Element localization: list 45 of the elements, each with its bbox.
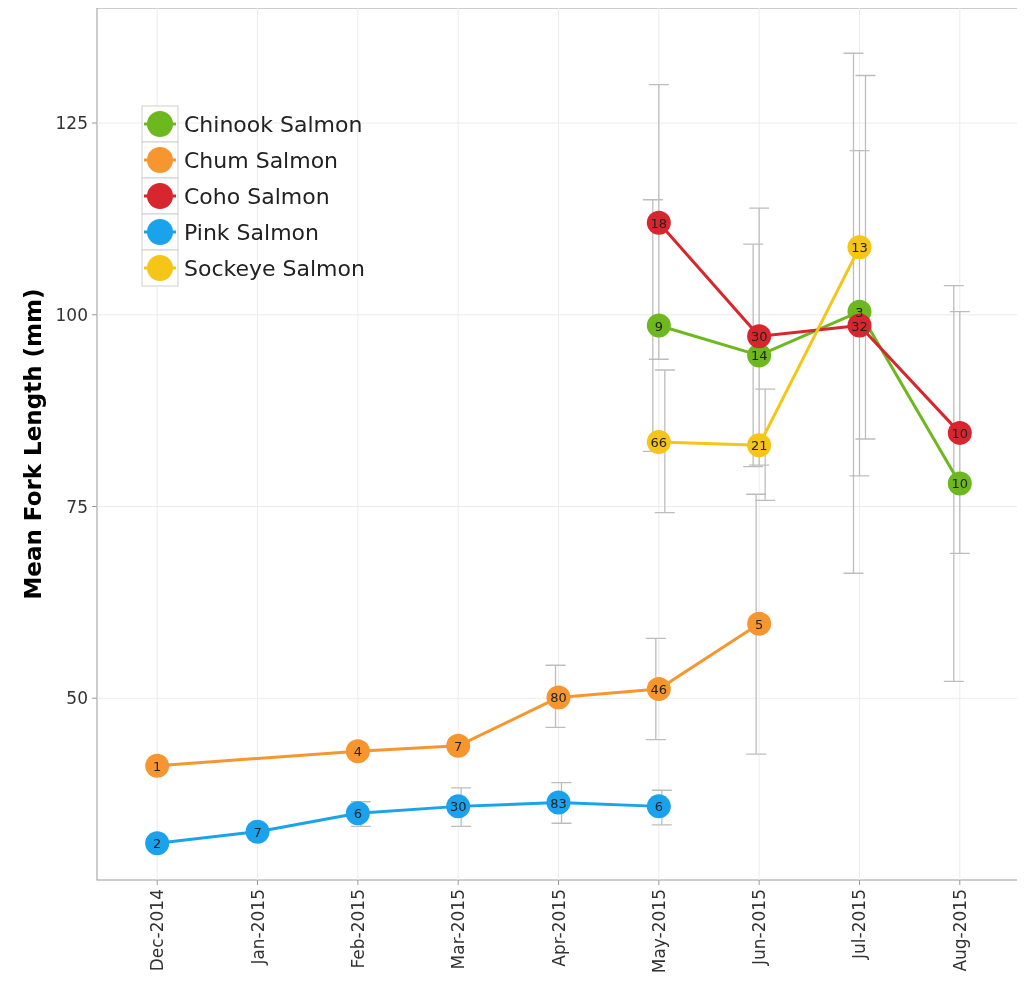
- annotation: 6: [353, 806, 362, 822]
- annotation: 1: [153, 758, 162, 774]
- y-axis-title: Mean Fork Length (mm): [20, 288, 46, 600]
- legend-label: Pink Salmon: [184, 220, 319, 245]
- legend-label: Coho Salmon: [184, 184, 330, 209]
- x-tick-label: Mar-2015: [448, 889, 469, 970]
- annotation: 66: [650, 435, 668, 451]
- annotation: 18: [650, 215, 668, 231]
- y-tick-label: 50: [66, 688, 88, 709]
- annotation: 32: [851, 318, 868, 334]
- point: [145, 753, 170, 778]
- y-tick-label: 125: [55, 113, 88, 134]
- point: [446, 733, 471, 758]
- x-tick-label: Jan-2015: [247, 889, 268, 966]
- annotation: 14: [750, 348, 768, 364]
- x-tick-label: Aug-2015: [949, 889, 970, 972]
- annotation: 9: [654, 318, 663, 334]
- y-tick-label: 75: [66, 496, 88, 517]
- annotation: 4: [353, 744, 362, 760]
- annotation: 10: [951, 476, 969, 492]
- legend-label: Chinook Salmon: [184, 112, 363, 137]
- annotation: 21: [750, 438, 768, 454]
- annotation: 5: [755, 616, 764, 632]
- legend-label: Chum Salmon: [184, 148, 339, 173]
- point: [747, 611, 772, 636]
- annotation: 2: [153, 836, 162, 852]
- annotation: 7: [253, 824, 262, 840]
- annotation: 7: [454, 738, 463, 754]
- x-tick-label: May-2015: [648, 889, 669, 974]
- y-tick-label: 100: [55, 304, 88, 325]
- annotation: 30: [449, 799, 467, 815]
- point: [145, 831, 170, 856]
- x-tick-label: Feb-2015: [347, 889, 368, 969]
- x-tick-label: Jul-2015: [849, 889, 870, 960]
- annotation: 6: [654, 799, 663, 815]
- annotation: 13: [851, 240, 868, 256]
- annotation: 80: [550, 690, 567, 706]
- x-tick-label: Dec-2014: [147, 889, 168, 972]
- legend-label: Sockeye Salmon: [184, 256, 365, 281]
- annotation: 83: [550, 795, 567, 811]
- annotation: 30: [750, 329, 768, 345]
- x-tick-label: Apr-2015: [548, 889, 569, 967]
- annotation: 46: [650, 682, 668, 698]
- annotation: 10: [951, 425, 969, 441]
- x-tick-label: Jun-2015: [749, 889, 770, 966]
